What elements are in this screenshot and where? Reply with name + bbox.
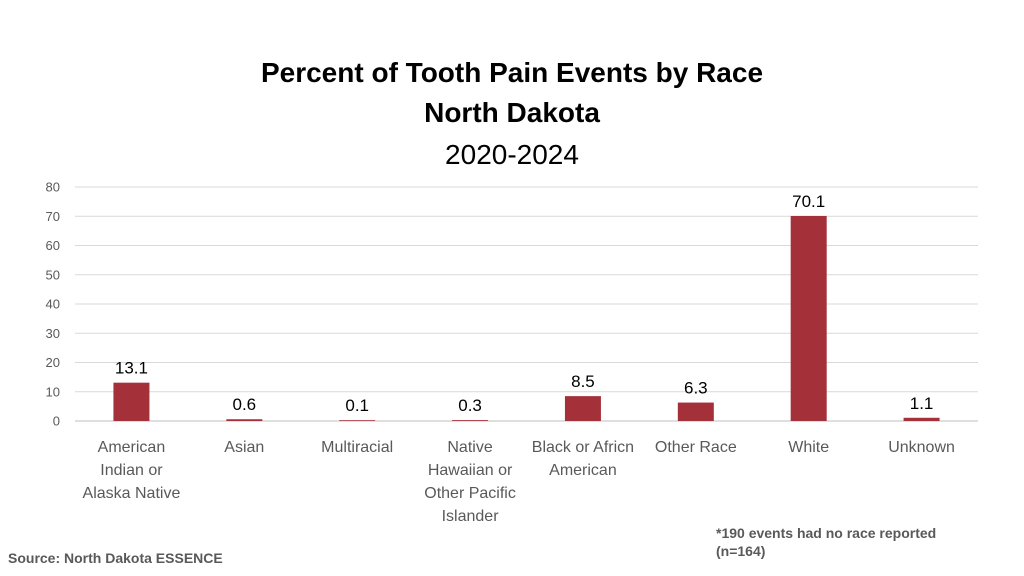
category-label: White bbox=[788, 439, 829, 456]
y-axis-ticks: 0 10 20 30 40 50 60 70 80 bbox=[46, 180, 60, 429]
y-tick-label: 70 bbox=[46, 209, 60, 224]
data-label-5: 6.3 bbox=[684, 379, 708, 398]
y-tick-label: 40 bbox=[46, 297, 60, 312]
y-tick-label: 0 bbox=[53, 414, 60, 429]
data-label-3: 0.3 bbox=[458, 396, 482, 415]
category-label: Other Race bbox=[655, 439, 737, 456]
y-tick-label: 60 bbox=[46, 238, 60, 253]
category-label: Unknown bbox=[888, 439, 955, 456]
bar-2 bbox=[339, 420, 376, 421]
bar-3 bbox=[452, 420, 489, 421]
category-label: Multiracial bbox=[321, 439, 393, 456]
category-label: Hawaiian or bbox=[428, 462, 513, 479]
chart-period: 2020-2024 bbox=[445, 139, 579, 170]
data-label-0: 13.1 bbox=[115, 359, 148, 378]
y-tick-label: 30 bbox=[46, 326, 60, 341]
footnote-line-1: *190 events had no race reported bbox=[716, 525, 937, 541]
category-label: American bbox=[549, 462, 617, 479]
y-tick-label: 80 bbox=[46, 180, 60, 195]
y-tick-label: 50 bbox=[46, 267, 60, 282]
data-label-1: 0.6 bbox=[232, 395, 256, 414]
bar-4 bbox=[564, 396, 601, 421]
chart-subtitle: North Dakota bbox=[424, 97, 600, 128]
data-label-2: 0.1 bbox=[345, 396, 369, 415]
gridlines bbox=[75, 186, 978, 422]
y-tick-label: 10 bbox=[46, 384, 60, 399]
data-label-7: 1.1 bbox=[910, 394, 934, 413]
y-tick-label: 20 bbox=[46, 355, 60, 370]
bar-7 bbox=[903, 417, 940, 421]
bar-0 bbox=[113, 382, 150, 421]
bar-6 bbox=[790, 215, 827, 421]
data-labels: 13.1 0.6 0.1 0.3 8.5 6.3 70.1 1.1 bbox=[115, 192, 933, 415]
category-label: Alaska Native bbox=[83, 485, 181, 502]
x-axis-categories: American Indian or Alaska Native Asian Multi… bbox=[83, 439, 955, 525]
bars bbox=[113, 215, 940, 421]
category-label: Indian or bbox=[100, 462, 163, 479]
data-label-4: 8.5 bbox=[571, 372, 595, 391]
category-label: Native bbox=[447, 439, 492, 456]
data-label-6: 70.1 bbox=[792, 192, 825, 211]
category-label: Black or Africn bbox=[532, 439, 634, 456]
bar-1 bbox=[226, 419, 263, 421]
footnote: *190 events had no race reported (n=164) bbox=[716, 524, 976, 560]
source-note: Source: North Dakota ESSENCE bbox=[8, 550, 223, 566]
category-label: Asian bbox=[224, 439, 264, 456]
chart-title: Percent of Tooth Pain Events by Race bbox=[260, 57, 764, 88]
footnote-line-2: (n=164) bbox=[716, 543, 766, 559]
category-label: Other Pacific bbox=[424, 485, 516, 502]
bar-5 bbox=[677, 402, 714, 421]
category-label: American bbox=[98, 439, 166, 456]
category-label: Islander bbox=[442, 508, 500, 525]
